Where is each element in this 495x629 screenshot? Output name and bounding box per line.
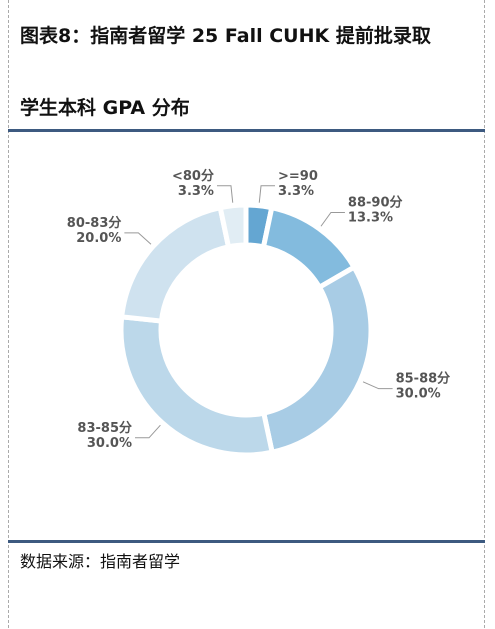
source: 数据来源：指南者留学: [20, 552, 181, 571]
value-label: 20.0%: [76, 231, 121, 246]
leader-line: [258, 185, 276, 203]
slice-label: 80-83分: [67, 215, 122, 231]
slice-label: 85-88分: [396, 371, 451, 387]
value-label: 3.3%: [178, 184, 214, 199]
slice-label: 88-90分: [348, 194, 403, 210]
donut-segment: [217, 202, 249, 250]
leader-line: [135, 424, 161, 439]
frame: [8, 0, 485, 628]
top-rule: [8, 129, 485, 132]
value-label: 30.0%: [396, 387, 441, 402]
slice-label: >=90: [278, 169, 318, 184]
donut-segment: [261, 264, 374, 455]
leader-line: [124, 232, 152, 245]
leader-line: [362, 381, 393, 390]
value-label: 3.3%: [278, 184, 314, 199]
chart: >=903.3%88-90分13.3%85-88分30.0%83-85分30.0…: [67, 168, 451, 458]
slice-label: <80分: [172, 168, 214, 184]
value-label: 30.0%: [87, 436, 132, 451]
chart-title: 图表8：指南者留学 25 Fall CUHK 提前批录取 学生本科 GPA 分布: [20, 25, 431, 119]
leader-line: [216, 185, 234, 203]
donut-segment: [119, 205, 231, 324]
bottom-rule: [8, 540, 485, 543]
leader-line: [320, 211, 345, 227]
slice-label: 83-85分: [77, 420, 132, 436]
donut-segment: [118, 314, 275, 458]
value-label: 13.3%: [348, 210, 393, 225]
